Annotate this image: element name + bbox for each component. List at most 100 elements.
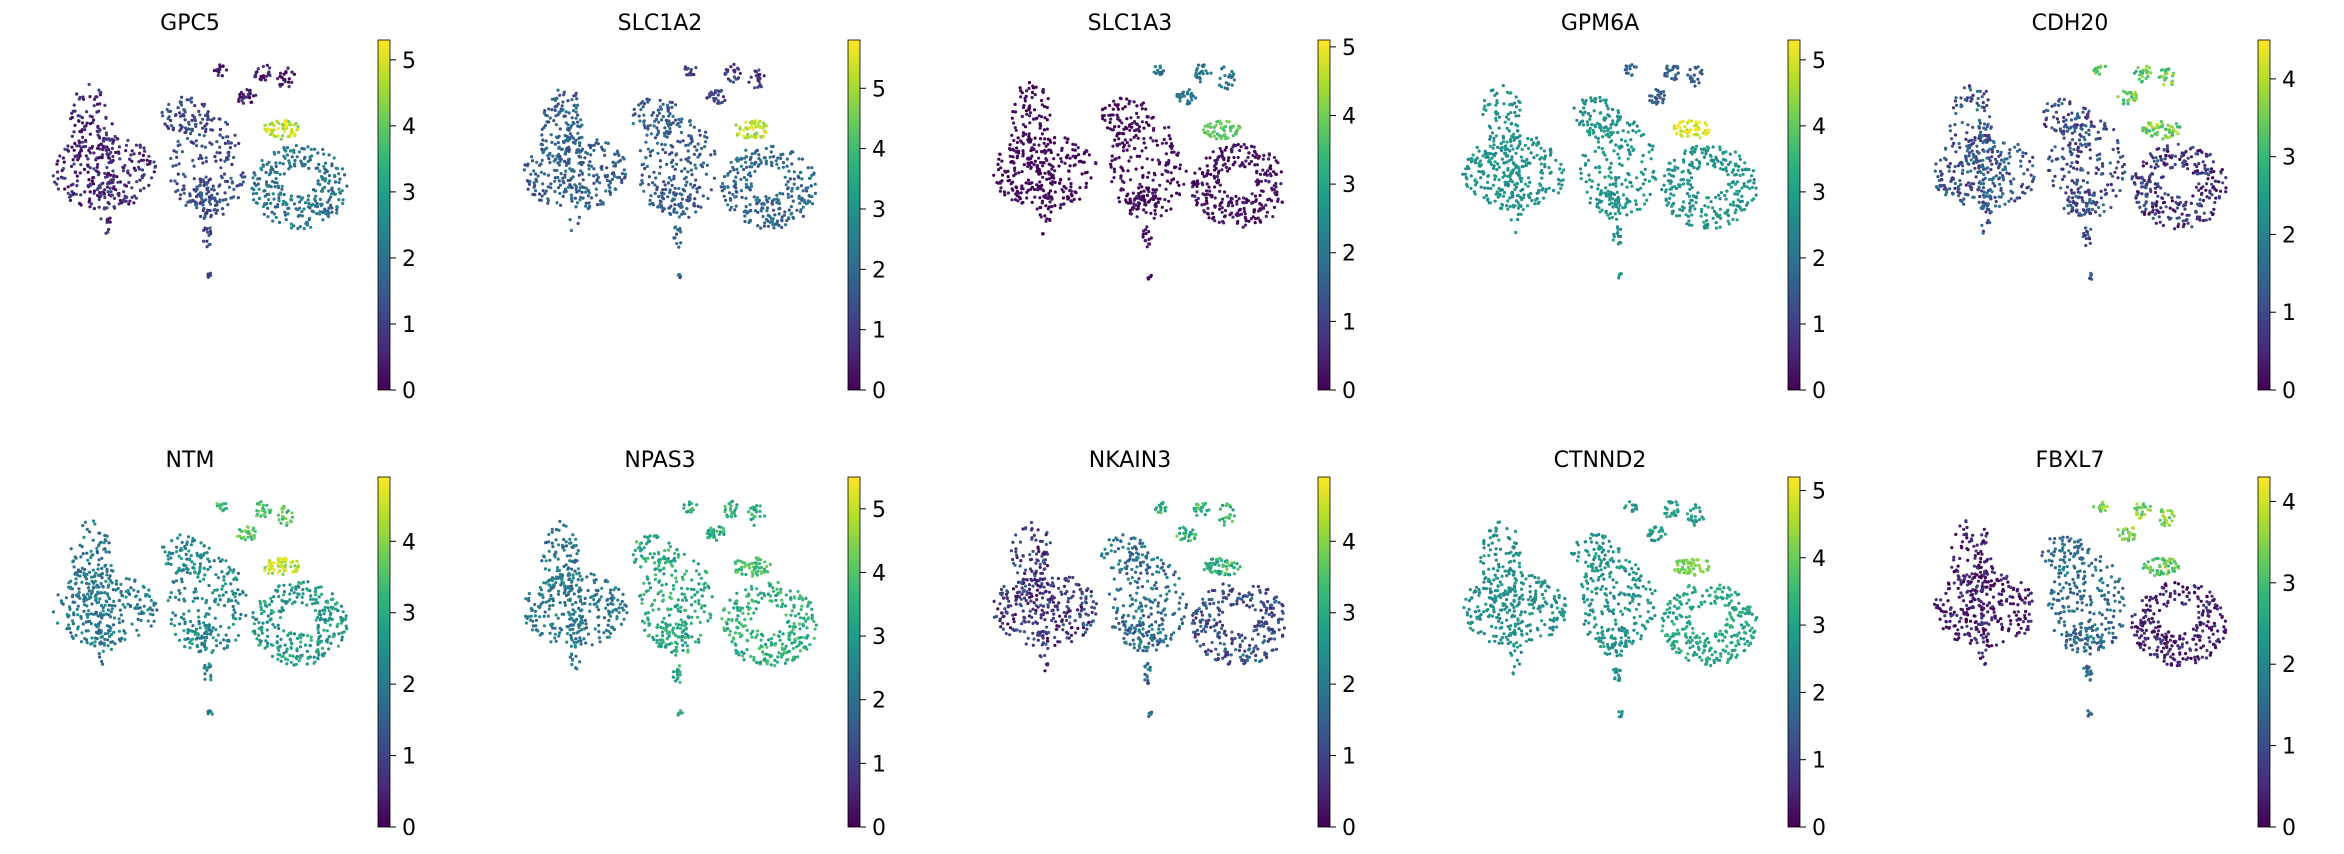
scatter-point xyxy=(51,174,55,178)
scatter-point xyxy=(1137,127,1141,132)
scatter-point xyxy=(175,155,179,159)
scatter-point xyxy=(689,137,693,141)
scatter-point xyxy=(1518,108,1522,112)
scatter-point xyxy=(1662,90,1666,94)
scatter-point xyxy=(1648,99,1652,103)
scatter-point xyxy=(101,139,106,143)
scatter-point xyxy=(1505,140,1509,144)
scatter-point xyxy=(1234,194,1238,198)
scatter-point xyxy=(1628,67,1632,71)
scatter-point xyxy=(223,191,227,195)
scatter-point xyxy=(1661,101,1665,105)
scatter-point xyxy=(281,202,285,207)
scatter-point xyxy=(1695,158,1699,162)
scatter-point xyxy=(748,157,752,161)
scatter-point xyxy=(657,194,661,199)
scatter-point xyxy=(224,120,228,124)
scatter-point xyxy=(1516,212,1520,216)
scatter-point xyxy=(1626,171,1630,176)
scatter-point xyxy=(614,187,618,192)
scatter-point xyxy=(124,143,129,147)
scatter-point xyxy=(1205,201,1209,205)
scatter-point xyxy=(667,114,671,118)
scatter-point xyxy=(88,146,92,150)
scatter-point xyxy=(1676,166,1680,170)
scatter-point xyxy=(1517,114,1521,118)
scatter-point xyxy=(2067,211,2071,215)
scatter-point xyxy=(1193,171,1197,175)
scatter-point xyxy=(1110,159,1114,163)
scatter-point xyxy=(598,181,602,185)
scatter-point xyxy=(1031,86,1036,90)
scatter-point xyxy=(1116,103,1120,107)
scatter-point xyxy=(2077,138,2082,142)
scatter-point xyxy=(110,193,114,197)
scatter-point xyxy=(321,147,325,151)
scatter-point xyxy=(2118,189,2122,193)
scatter-point xyxy=(1724,158,1728,162)
scatter-point xyxy=(1045,158,1049,162)
scatter-point xyxy=(1059,157,1063,161)
scatter-point xyxy=(2088,148,2092,152)
scatter-point xyxy=(670,151,674,155)
scatter-point xyxy=(88,132,92,136)
scatter-point xyxy=(1222,221,1226,225)
scatter-point xyxy=(1604,101,1608,105)
scatter-point xyxy=(1990,155,1994,159)
scatter-point xyxy=(705,96,709,100)
scatter-point xyxy=(1493,177,1497,181)
scatter-point xyxy=(338,190,342,195)
scatter-point xyxy=(657,120,661,124)
scatter-point xyxy=(555,168,559,173)
scatter-point xyxy=(547,107,551,111)
colorbar-tick-label: 1 xyxy=(402,313,416,338)
scatter-point xyxy=(1584,180,1588,184)
scatter-point xyxy=(1141,235,1145,239)
scatter-point xyxy=(704,130,708,134)
scatter-point xyxy=(1681,158,1685,162)
scatter-point xyxy=(337,198,341,202)
scatter-point xyxy=(1030,154,1034,158)
scatter-point xyxy=(1562,168,1566,172)
scatter-point xyxy=(806,199,810,203)
scatter-point xyxy=(1027,81,1032,85)
scatter-point xyxy=(576,131,580,135)
scatter-point xyxy=(1596,140,1601,144)
scatter-point xyxy=(548,151,552,155)
scatter-point xyxy=(576,113,580,117)
scatter-point xyxy=(2109,205,2113,210)
scatter-point xyxy=(768,155,772,159)
scatter-point xyxy=(646,100,650,104)
scatter-point xyxy=(1227,167,1232,171)
scatter-point xyxy=(188,131,193,136)
scatter-point xyxy=(1165,169,1169,173)
scatter-point xyxy=(546,154,550,158)
scatter-point xyxy=(1223,74,1227,78)
scatter-point xyxy=(2021,151,2025,155)
scatter-point xyxy=(87,199,92,203)
scatter-point xyxy=(1084,185,1088,189)
scatter-point xyxy=(1256,156,1260,160)
scatter-point xyxy=(281,126,285,130)
scatter-point xyxy=(584,186,588,190)
scatter-point xyxy=(1665,71,1670,75)
scatter-point xyxy=(1202,174,1206,179)
scatter-point xyxy=(327,174,331,178)
scatter-point xyxy=(169,156,173,161)
scatter-point xyxy=(1025,89,1029,93)
scatter-point xyxy=(1474,158,1478,162)
scatter-point xyxy=(775,193,779,197)
scatter-point xyxy=(260,158,264,163)
scatter-point xyxy=(1705,219,1709,223)
scatter-point xyxy=(673,203,677,207)
scatter-point xyxy=(601,200,605,204)
scatter-point xyxy=(1616,130,1620,135)
scatter-point xyxy=(663,143,667,147)
scatter-point xyxy=(724,198,728,202)
colorbar-tick-label: 0 xyxy=(402,379,416,404)
scatter-point xyxy=(1614,176,1618,180)
scatter-point xyxy=(606,174,610,178)
scatter-point xyxy=(677,215,681,219)
scatter-point xyxy=(605,166,609,170)
scatter-point xyxy=(103,145,107,149)
